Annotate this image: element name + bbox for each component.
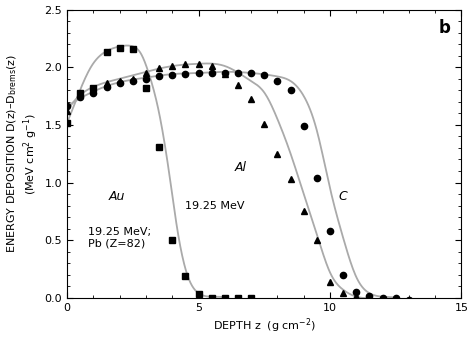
Text: Al: Al	[235, 161, 246, 174]
Text: 19.25 MeV;
Pb (Z=82): 19.25 MeV; Pb (Z=82)	[88, 227, 151, 249]
X-axis label: DEPTH z  (g cm$^{-2}$): DEPTH z (g cm$^{-2}$)	[213, 317, 316, 336]
Text: C: C	[339, 190, 347, 203]
Y-axis label: ENERGY DEPOSITION D(z)–D$_\mathrm{brems}$(z)
(MeV cm$^2$ g$^{-1}$): ENERGY DEPOSITION D(z)–D$_\mathrm{brems}…	[6, 54, 40, 253]
Text: Au: Au	[109, 190, 125, 203]
Text: b: b	[439, 19, 451, 37]
Text: 19.25 MeV: 19.25 MeV	[185, 201, 245, 211]
